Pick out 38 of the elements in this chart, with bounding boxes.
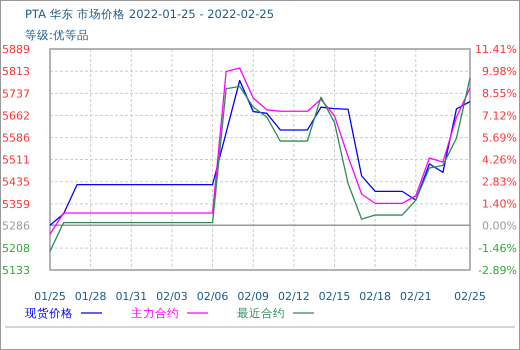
y-tick-label: 5889 bbox=[2, 43, 30, 56]
y-tick-label: 5133 bbox=[2, 264, 30, 277]
y-tick-label: 5208 bbox=[2, 242, 30, 256]
y-tick-label: 5435 bbox=[2, 176, 30, 189]
x-tick-label: 02/25 bbox=[454, 290, 486, 303]
y2-tick-label: 1.40% bbox=[482, 198, 517, 211]
y2-tick-label: 8.55% bbox=[482, 87, 517, 100]
legend-label: 现货价格 bbox=[25, 306, 73, 320]
x-tick-label: 02/18 bbox=[359, 290, 392, 303]
y-tick-label: 5662 bbox=[2, 109, 30, 122]
y2-tick-label: 0.00% bbox=[482, 219, 517, 232]
y-tick-label: 5511 bbox=[2, 154, 30, 166]
legend-label: 主力合约 bbox=[131, 306, 179, 320]
x-tick-label: 02/06 bbox=[196, 290, 228, 303]
chart-subtitle: 等级:优等品 bbox=[25, 28, 89, 42]
y2-tick-label: 2.83% bbox=[482, 176, 517, 189]
x-tick-label: 02/12 bbox=[278, 290, 310, 303]
chart-title: PTA 华东 市场价格 2022-01-25 - 2022-02-25 bbox=[25, 7, 274, 21]
y2-tick-label: 5.69% bbox=[482, 131, 517, 144]
y-tick-label: 5586 bbox=[2, 132, 30, 145]
y-tick-label: 5286 bbox=[2, 219, 30, 232]
y-tick-label: 5359 bbox=[2, 198, 30, 211]
y2-tick-label: 11.41% bbox=[475, 43, 517, 56]
x-tick-label: 01/31 bbox=[115, 290, 148, 303]
x-tick-label: 02/21 bbox=[400, 290, 432, 303]
y2-tick-label: 4.26% bbox=[482, 154, 517, 166]
x-tick-label: 02/15 bbox=[318, 290, 350, 303]
x-tick-label: 01/25 bbox=[34, 290, 66, 303]
x-tick-label: 02/09 bbox=[237, 290, 270, 303]
y2-tick-label: -2.89% bbox=[478, 264, 517, 277]
y-tick-label: 5737 bbox=[2, 87, 30, 100]
y2-tick-label: 7.12% bbox=[482, 109, 517, 122]
y-tick-label: 5813 bbox=[2, 65, 30, 78]
x-tick-label: 01/28 bbox=[74, 290, 106, 303]
x-tick-label: 02/03 bbox=[156, 290, 188, 303]
legend-label: 最近合约 bbox=[237, 306, 285, 320]
y2-tick-label: 9.98% bbox=[482, 65, 517, 78]
y2-tick-label: -1.46% bbox=[478, 242, 517, 255]
